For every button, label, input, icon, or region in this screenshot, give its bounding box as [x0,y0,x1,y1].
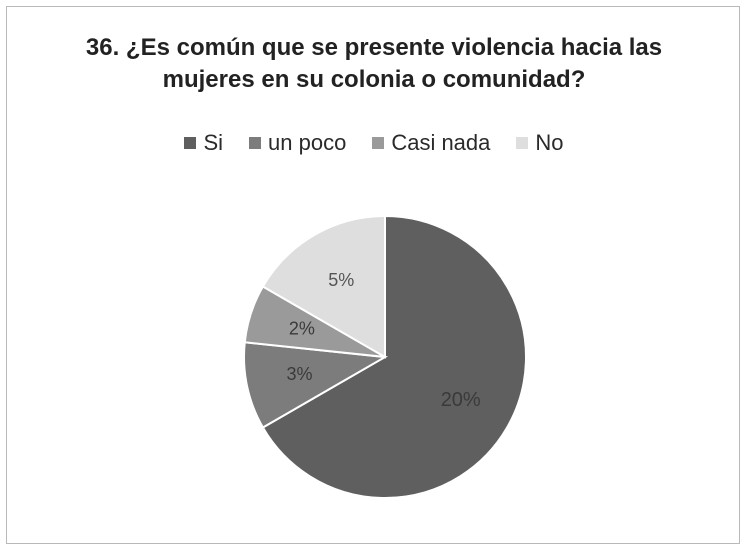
legend-label-no: No [535,130,564,155]
data-label-casi-nada: 2% [289,319,315,339]
legend-swatch-no [516,137,529,149]
legend-item-si: Si [184,130,223,156]
chart-legend: Si un poco Casi nada No [0,130,748,156]
chart-title: 36. ¿Es común que se presente violencia … [0,32,748,96]
legend-swatch-si [184,137,197,149]
pie-slice-no [261,214,386,359]
legend-item-casi-nada: Casi nada [372,130,490,156]
data-label-un-poco: 3% [286,364,312,384]
pie-slice-si [261,214,527,499]
data-label-si: 20% [441,389,481,411]
legend-item-no: No [516,130,564,156]
legend-label-casi-nada: Casi nada [391,130,491,155]
legend-label-un-poco: un poco [268,130,347,155]
legend-swatch-casi-nada [372,137,385,149]
chart-title-line-1: 36. ¿Es común que se presente violencia … [85,34,663,61]
chart-title-line-2: mujeres en su colonia o comunidad? [162,66,586,93]
legend-label-si: Si [203,130,224,155]
pie-slice-un-poco [243,341,389,429]
legend-swatch-un-poco [249,137,262,149]
legend-item-un-poco: un poco [249,130,346,156]
data-label-no: 5% [328,270,354,290]
